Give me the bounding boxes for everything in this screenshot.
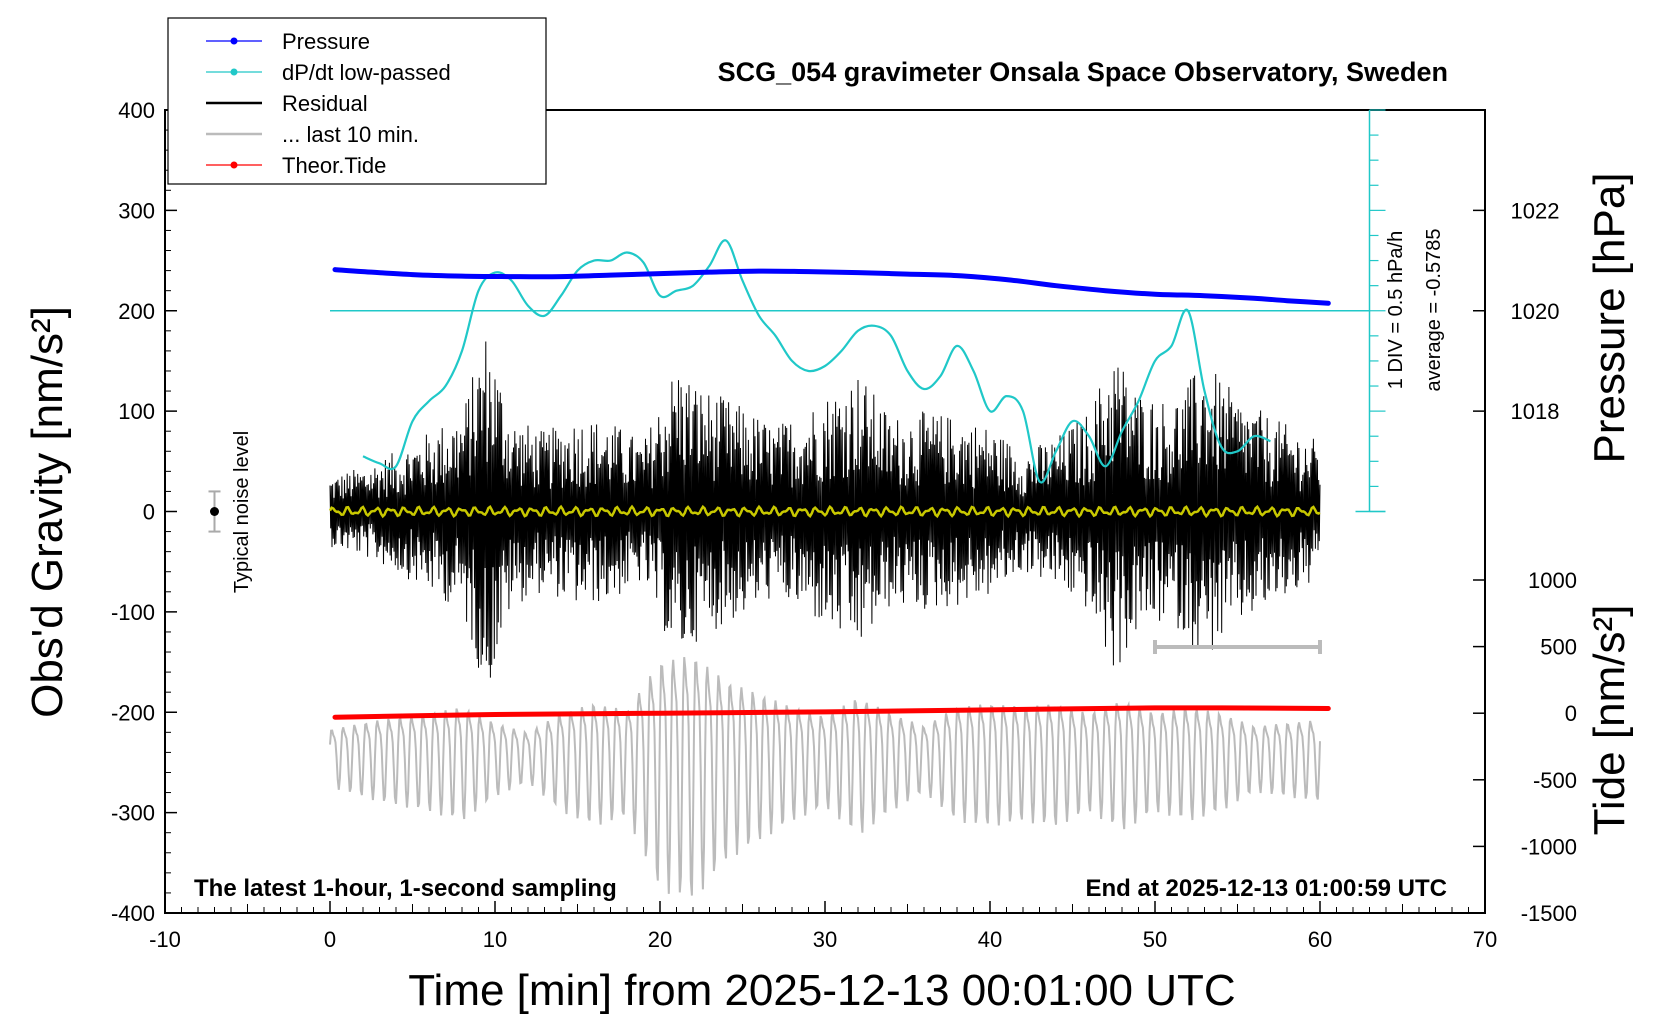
legend-entry: ... last 10 min.	[206, 122, 419, 147]
pressure-tick-label: 1020	[1511, 299, 1560, 324]
y-tick-label: -400	[111, 901, 155, 926]
annotation-bottom-right: End at 2025-12-13 01:00:59 UTC	[1086, 875, 1448, 902]
tide-tick-label: 1000	[1528, 568, 1577, 593]
bars-layer	[208, 490, 1322, 655]
y-tick-label: -300	[111, 801, 155, 826]
noise-level-label: Typical noise level	[231, 431, 253, 593]
legend-label: Pressure	[282, 29, 370, 54]
x-tick-label: 70	[1473, 927, 1497, 952]
x-tick-label: 60	[1308, 927, 1332, 952]
legend-box	[167, 17, 547, 185]
y-tick-label: 100	[118, 399, 155, 424]
y-axis-title-left: Obs'd Gravity [nm/s²]	[23, 306, 72, 718]
chart-title: SCG_054 gravimeter Onsala Space Observat…	[718, 57, 1448, 87]
y-axis-title-tide: Tide [nm/s²]	[1585, 605, 1634, 836]
legend-entry: Pressure	[206, 29, 370, 54]
series-last-10-min-line	[329, 657, 1321, 896]
y-tick-label: 0	[143, 500, 155, 525]
pressure-tick-label: 1022	[1511, 198, 1560, 223]
legend-label: ... last 10 min.	[282, 122, 419, 147]
x-axis-title: Time [min] from 2025-12-13 00:01:00 UTC	[408, 966, 1235, 1015]
pressure-layer	[332, 267, 1331, 306]
legend-entry: dP/dt low-passed	[206, 60, 451, 85]
series-residual-smoothed-line	[328, 504, 1321, 519]
legend-swatch-dot	[230, 161, 238, 169]
x-tick-label: 30	[813, 927, 837, 952]
y-tick-label: -200	[111, 700, 155, 725]
tide-tick-label: -1500	[1521, 901, 1577, 926]
div-label: 1 DIV = 0.5 hPa/h	[1385, 231, 1407, 389]
y-ticks: -400 -300 -200 -100 0 100 200 300 400	[111, 98, 177, 926]
tide-ticks: -1500 -1000 -500 0 500 1000	[1473, 568, 1577, 926]
x-tick-label: 50	[1143, 927, 1167, 952]
series-tide-line	[332, 705, 1331, 720]
pressure-tick-label: 1018	[1511, 399, 1560, 424]
pressure-ticks: 1018 1020 1022	[1473, 198, 1559, 424]
tide-tick-label: -1000	[1521, 834, 1577, 859]
residual-smoothed-layer	[328, 504, 1321, 519]
residual-layer	[329, 341, 1321, 678]
legend: Pressure dP/dt low-passed Residual ... last…	[167, 17, 547, 185]
x-tick-label: 20	[648, 927, 672, 952]
dpdt-scale-layer	[1355, 109, 1386, 513]
x-tick-label: 10	[483, 927, 507, 952]
x-tick-label: 40	[978, 927, 1002, 952]
legend-entries: Pressure dP/dt low-passed Residual ... last…	[206, 29, 451, 178]
tide-layer	[332, 705, 1331, 720]
y-tick-label: 200	[118, 299, 155, 324]
x-tick-label: -10	[149, 927, 181, 952]
y-tick-label: 400	[118, 98, 155, 123]
average-label: average = -0.5785	[1423, 229, 1445, 392]
noise-bar-dot	[210, 507, 219, 516]
y-axis-title-pressure: Pressure [hPa]	[1585, 172, 1634, 463]
legend-label: dP/dt low-passed	[282, 60, 451, 85]
series-dpdt-line	[362, 239, 1271, 484]
legend-swatch-dot	[230, 37, 238, 45]
last-10-min-layer	[329, 657, 1321, 896]
legend-label: Residual	[282, 91, 368, 116]
legend-label: Theor.Tide	[282, 153, 386, 178]
series-residual-line	[329, 341, 1321, 678]
y-tick-label: 300	[118, 198, 155, 223]
tide-tick-label: -500	[1533, 768, 1577, 793]
x-ticks: -10 0 10 20 30 40 50 60 70	[149, 901, 1497, 952]
tide-tick-label: 0	[1565, 701, 1577, 726]
x-tick-label: 0	[324, 927, 336, 952]
legend-entry: Residual	[206, 91, 368, 116]
series-pressure-line	[332, 267, 1331, 306]
legend-entry: Theor.Tide	[206, 153, 386, 178]
legend-swatch-dot	[230, 68, 238, 76]
annotation-bottom-left: The latest 1-hour, 1-second sampling	[194, 875, 617, 902]
y-tick-label: -100	[111, 600, 155, 625]
dpdt-layer	[362, 239, 1271, 484]
tide-tick-label: 500	[1540, 635, 1577, 660]
